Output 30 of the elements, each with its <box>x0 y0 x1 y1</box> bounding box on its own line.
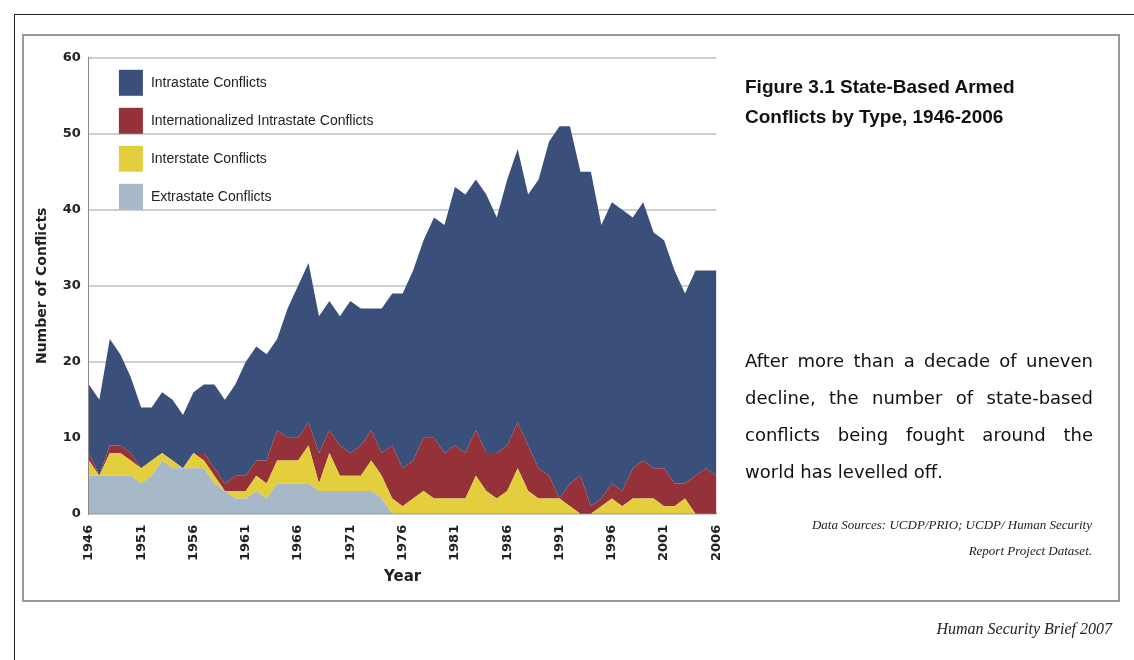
legend-label: Extrastate Conflicts <box>150 187 272 204</box>
y-axis-title: Number of Conflicts <box>33 207 50 365</box>
x-tick-label: 1976 <box>394 524 410 562</box>
y-tick-label: 60 <box>62 49 81 65</box>
x-tick-label: 2006 <box>707 524 723 562</box>
x-tick-label: 1986 <box>498 524 514 562</box>
x-tick-label: 1966 <box>289 524 305 562</box>
legend-label: Interstate Conflicts <box>150 149 267 166</box>
text: Figure 3.1 State-Based Armed Conflicts by Type, 1946-2006 <box>745 75 1016 129</box>
text: Human Security Brief 2007 <box>936 620 1112 638</box>
y-tick-label: 50 <box>62 125 81 141</box>
text: After more than a decade of uneven decline, the number of state-based conflicts being fought around the world has levelled off. <box>745 349 1093 484</box>
x-tick-label: 1951 <box>132 524 148 562</box>
x-tick-label: 1991 <box>550 524 566 562</box>
y-tick-label: 0 <box>71 505 81 521</box>
x-tick-label: 1996 <box>603 524 619 562</box>
legend-label: Internationalized Intrastate Conflicts <box>150 111 374 128</box>
y-tick-label: 40 <box>62 201 81 217</box>
y-tick-label: 30 <box>62 277 81 293</box>
x-axis-title: Year <box>383 566 422 585</box>
x-tick-label: 1961 <box>237 524 253 562</box>
text: Data Sources: UCDP/PRIO; UCDP/ Human Security Report Project Dataset. <box>810 516 1092 560</box>
x-tick-label: 1971 <box>341 524 357 562</box>
x-tick-label: 2001 <box>655 524 671 562</box>
y-tick-label: 20 <box>62 353 81 369</box>
legend-label: Intrastate Conflicts <box>150 73 267 90</box>
x-tick-label: 1981 <box>446 524 462 562</box>
y-tick-label: 10 <box>62 429 81 445</box>
x-tick-label: 1956 <box>184 524 200 562</box>
x-tick-label: 1946 <box>80 524 96 562</box>
